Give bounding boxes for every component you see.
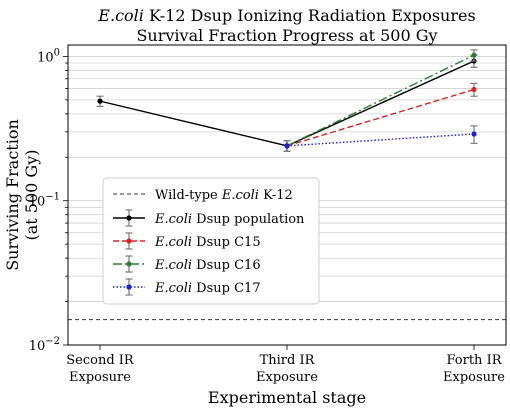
- legend-label: E.coli Dsup population: [154, 212, 305, 227]
- x-tick-label: Exposure: [443, 370, 505, 385]
- data-point: [471, 131, 477, 137]
- chart-title-group: E.coli K-12 Dsup Ionizing Radiation Expo…: [97, 6, 475, 45]
- series-layer: [96, 49, 478, 152]
- legend-label: E.coli Dsup C15: [154, 235, 261, 250]
- y-axis-label: Surviving Fraction (at 500 Gy): [3, 119, 41, 271]
- legend-marker: [126, 215, 132, 221]
- series-line: [286, 133, 475, 147]
- x-tick-label: Forth IR: [446, 353, 502, 368]
- data-point: [284, 143, 290, 149]
- y-axis-label-line2: (at 500 Gy): [22, 150, 41, 241]
- legend: Wild-type E.coli K-12 E.coli Dsup populat…: [102, 177, 320, 305]
- series-line: [286, 88, 475, 147]
- x-tick-label: Third IR: [260, 353, 316, 368]
- series-line: [286, 54, 475, 147]
- x-tick-label: Exposure: [69, 370, 131, 385]
- legend-box: [102, 177, 320, 305]
- legend-label: E.coli Dsup C16: [154, 258, 261, 273]
- data-point: [97, 98, 103, 104]
- y-axis: 10−2 10−1 100: [29, 47, 68, 354]
- data-point: [471, 52, 477, 58]
- chart-title: E.coli K-12 Dsup Ionizing Radiation Expo…: [97, 6, 475, 25]
- chart-subtitle: Survival Fraction Progress at 500 Gy: [136, 26, 437, 45]
- y-axis-label-line1: Surviving Fraction: [3, 119, 22, 271]
- legend-label: E.coli Dsup C17: [154, 281, 261, 296]
- y-tick-label: 100: [37, 47, 60, 65]
- series-4: [283, 125, 478, 152]
- legend-marker: [126, 284, 132, 290]
- legend-label: Wild-type E.coli K-12: [155, 188, 293, 203]
- series-2: [283, 82, 478, 152]
- data-point: [471, 86, 477, 93]
- x-tick-label: Exposure: [256, 370, 318, 385]
- legend-marker: [126, 261, 132, 267]
- legend-marker: [126, 238, 132, 244]
- x-tick-label: Second IR: [66, 353, 135, 368]
- series-line: [99, 60, 475, 147]
- x-axis-label: Experimental stage: [208, 388, 366, 407]
- y-tick-label: 10−1: [29, 192, 60, 210]
- x-axis: Second IR Exposure Third IR Exposure Forth I…: [66, 345, 505, 385]
- y-tick-label: 10−2: [29, 336, 60, 354]
